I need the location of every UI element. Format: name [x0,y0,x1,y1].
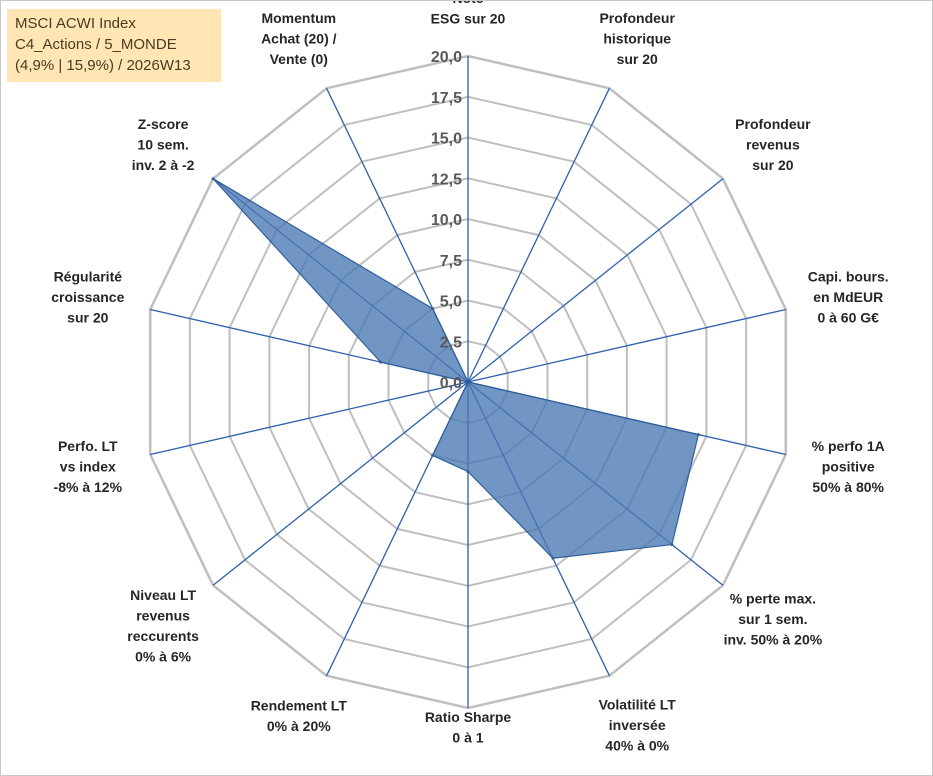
axis-label-line: croissance [51,289,124,305]
axis-label-line: ESG sur 20 [431,11,506,27]
axis-label-line: Volatilité LT [599,696,677,712]
axis-label-0: Note ESG sur 20 [431,1,506,27]
axis-label-line: % perfo 1A [812,438,885,454]
axis-label-line: Note [452,1,483,6]
series-point-12 [211,177,215,181]
axis-label-7: Ratio Sharpe 0 à 1 [425,709,512,746]
spoke-3 [467,308,786,383]
tick-label: 5,0 [440,294,462,311]
tick-label: 20,0 [431,49,462,66]
spoke-9 [212,381,469,586]
axis-label-11: Régularité croissance sur 20 [51,269,124,326]
spoke-1 [467,88,610,383]
axis-label-line: inv. 50% à 20% [724,632,823,648]
series-point-4 [696,433,700,437]
axis-label-line: revenus [746,136,800,152]
axis-label-line: sur 20 [752,157,793,173]
axis-label-line: Momentum [261,10,336,26]
axis-label-line: -8% à 12% [54,479,123,495]
axis-label-line: inversée [609,717,666,733]
title-stats: (4,9% | 15,9%) / 2026W13 [15,57,191,74]
axis-label-10: Perfo. LT vs index -8% à 12% [54,438,123,495]
axis-label-9: Niveau LT revenus reccurents 0% à 6% [127,587,199,665]
axis-label-line: Ratio Sharpe [425,709,512,725]
axis-label-line: 10 sem. [137,136,188,152]
axis-label-line: 50% à 80% [812,479,884,495]
axis-label-6: Volatilité LT inversée 40% à 0% [599,696,677,753]
axis-label-line: Perfo. LT [58,438,118,454]
spoke-2 [467,178,724,383]
axis-label-3: Capi. bours. en MdEUR 0 à 60 G€ [808,269,889,326]
axis-label-line: 40% à 0% [605,737,669,753]
axis-label-line: Capi. bours. [808,269,889,285]
axis-label-line: 0 à 60 G€ [817,310,879,326]
axis-label-line: 0% à 20% [267,718,331,734]
series-point-8 [431,453,435,457]
axis-label-line: sur 1 sem. [738,611,807,627]
series-point-13 [431,307,435,311]
series-point-11 [379,360,383,364]
axis-label-line: Profondeur [599,10,675,26]
series-point-10 [466,380,470,384]
series-point-7 [466,470,470,474]
axis-label-1: Profondeur historique sur 20 [599,10,675,67]
axis-label-line: 0% à 6% [135,648,192,664]
axis-label-line: positive [822,459,875,475]
tick-label: 17,5 [431,90,462,107]
tick-label: 15,0 [431,131,462,148]
axis-label-line: Z-score [138,116,189,132]
axis-label-line: Rendement LT [251,697,348,713]
tick-label: 7,5 [440,253,462,270]
tick-label: 0,0 [440,375,462,392]
axis-label-13: Momentum Achat (20) / Vente (0) [261,10,337,67]
radar-tick-labels: 0,0 2,5 5,0 7,5 10,0 12,5 15,0 17,5 20,0 [431,49,462,392]
tick-label: 10,0 [431,212,462,229]
axis-label-line: Vente (0) [270,51,328,67]
axis-label-line: Achat (20) / [261,31,337,47]
axis-label-line: revenus [136,607,190,623]
axis-label-line: en MdEUR [813,289,883,305]
axis-label-line: 0 à 1 [452,730,483,746]
spoke-10 [150,381,469,456]
axis-label-4: % perfo 1A positive 50% à 80% [812,438,885,495]
series-point-5 [670,543,674,547]
radar-series [211,177,700,560]
radar-axis-labels: Note ESG sur 20 Profondeur historique sur 20… [51,1,888,753]
axis-label-line: reccurents [127,628,199,644]
tick-label: 2,5 [440,334,462,351]
axis-label-line: Niveau LT [130,587,196,603]
axis-label-line: sur 20 [617,51,658,67]
series-point-6 [551,556,555,560]
tick-label: 12,5 [431,171,462,188]
chart-title-box: MSCI ACWI Index C4_Actions / 5_MONDE (4,… [7,9,221,82]
axis-label-line: historique [603,31,671,47]
title-category: C4_Actions / 5_MONDE [15,36,177,53]
title-index-name: MSCI ACWI Index [15,15,136,32]
axis-label-line: inv. 2 à -2 [132,157,195,173]
axis-label-line: vs index [60,459,116,475]
axis-label-2: Profondeur revenus sur 20 [735,116,811,173]
axis-label-5: % perte max. sur 1 sem. inv. 50% à 20% [724,591,823,648]
axis-label-12: Z-score 10 sem. inv. 2 à -2 [132,116,195,173]
axis-label-8: Rendement LT 0% à 20% [251,697,348,734]
axis-label-line: Régularité [54,269,123,285]
axis-label-line: % perte max. [730,591,816,607]
axis-label-line: Profondeur [735,116,811,132]
axis-label-line: sur 20 [67,310,108,326]
